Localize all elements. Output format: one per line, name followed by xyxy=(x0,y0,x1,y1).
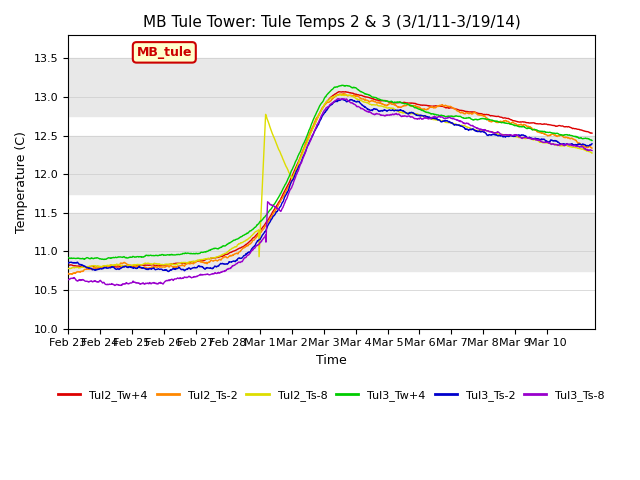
Tul2_Tw+4 xyxy=(64,263,72,268)
Tul3_Ts-8 xyxy=(158,280,166,286)
Tul3_Ts-2 xyxy=(164,269,172,275)
Tul2_Ts-8 xyxy=(336,92,344,97)
Tul3_Tw+4 xyxy=(426,110,434,116)
Tul3_Tw+4 xyxy=(74,255,82,261)
Tul2_Tw+4 xyxy=(74,264,82,269)
Tul2_Tw+4 xyxy=(588,130,596,136)
Tul3_Ts-2 xyxy=(74,260,82,265)
Tul2_Ts-2 xyxy=(158,264,166,270)
Tul3_Ts-2 xyxy=(158,266,166,272)
Tul3_Tw+4 xyxy=(301,137,309,143)
Tul3_Tw+4 xyxy=(588,138,596,144)
Tul2_Ts-8 xyxy=(64,266,72,272)
Tul3_Ts-8 xyxy=(555,142,563,148)
Tul2_Ts-2 xyxy=(555,133,563,139)
Line: Tul2_Tw+4: Tul2_Tw+4 xyxy=(68,92,592,267)
Tul3_Ts-8 xyxy=(74,278,82,284)
Tul3_Ts-8 xyxy=(334,96,342,102)
Tul2_Ts-2 xyxy=(588,145,596,151)
Tul3_Tw+4 xyxy=(338,82,346,88)
Tul2_Ts-2 xyxy=(74,269,82,275)
Tul2_Tw+4 xyxy=(158,262,166,268)
Bar xyxy=(68,213,595,271)
Tul3_Ts-2 xyxy=(301,149,309,155)
Tul2_Ts-8 xyxy=(555,143,563,148)
Tul2_Tw+4 xyxy=(426,103,434,108)
Tul3_Ts-2 xyxy=(588,141,596,146)
X-axis label: Time: Time xyxy=(316,354,347,367)
Tul2_Ts-8 xyxy=(588,150,596,156)
Tul3_Ts-8 xyxy=(301,150,309,156)
Line: Tul3_Tw+4: Tul3_Tw+4 xyxy=(68,85,592,260)
Title: MB Tule Tower: Tule Temps 2 & 3 (3/1/11-3/19/14): MB Tule Tower: Tule Temps 2 & 3 (3/1/11-… xyxy=(143,15,520,30)
Tul2_Ts-2 xyxy=(64,271,72,277)
Line: Tul3_Ts-2: Tul3_Ts-2 xyxy=(68,99,592,272)
Bar xyxy=(68,136,595,193)
Tul3_Ts-2 xyxy=(64,260,72,265)
Tul2_Tw+4 xyxy=(555,123,563,129)
Text: MB_tule: MB_tule xyxy=(136,46,192,59)
Tul2_Tw+4 xyxy=(342,89,349,95)
Line: Tul3_Ts-8: Tul3_Ts-8 xyxy=(68,99,592,286)
Tul3_Ts-8 xyxy=(426,116,434,121)
Tul2_Ts-2 xyxy=(301,141,309,146)
Tul3_Tw+4 xyxy=(64,255,72,261)
Tul3_Ts-8 xyxy=(333,97,340,103)
Tul3_Tw+4 xyxy=(555,132,563,137)
Tul3_Tw+4 xyxy=(100,257,108,263)
Tul2_Ts-8 xyxy=(158,262,166,267)
Tul2_Ts-2 xyxy=(426,105,434,110)
Bar xyxy=(68,59,595,116)
Tul3_Ts-2 xyxy=(426,114,434,120)
Tul2_Tw+4 xyxy=(99,264,106,270)
Y-axis label: Temperature (C): Temperature (C) xyxy=(15,131,28,233)
Tul2_Ts-8 xyxy=(426,115,434,121)
Tul3_Ts-8 xyxy=(64,276,72,282)
Line: Tul2_Ts-8: Tul2_Ts-8 xyxy=(68,95,592,269)
Tul3_Ts-8 xyxy=(588,147,596,153)
Tul2_Ts-8 xyxy=(301,144,309,150)
Tul3_Ts-2 xyxy=(333,98,340,104)
Tul3_Ts-2 xyxy=(339,96,346,102)
Tul3_Ts-8 xyxy=(111,283,119,288)
Tul2_Ts-8 xyxy=(333,93,340,98)
Tul2_Ts-8 xyxy=(66,266,74,272)
Tul2_Tw+4 xyxy=(301,143,309,148)
Tul2_Ts-2 xyxy=(68,272,76,277)
Tul3_Tw+4 xyxy=(333,84,340,90)
Tul2_Ts-8 xyxy=(74,265,82,271)
Tul3_Ts-2 xyxy=(555,140,563,145)
Tul2_Ts-2 xyxy=(333,93,340,99)
Tul2_Ts-2 xyxy=(340,91,348,96)
Line: Tul2_Ts-2: Tul2_Ts-2 xyxy=(68,94,592,275)
Tul3_Tw+4 xyxy=(158,252,166,257)
Legend: Tul2_Tw+4, Tul2_Ts-2, Tul2_Ts-8, Tul3_Tw+4, Tul3_Ts-2, Tul3_Ts-8: Tul2_Tw+4, Tul2_Ts-2, Tul2_Ts-8, Tul3_Tw… xyxy=(54,385,609,405)
Tul2_Tw+4 xyxy=(333,90,340,96)
